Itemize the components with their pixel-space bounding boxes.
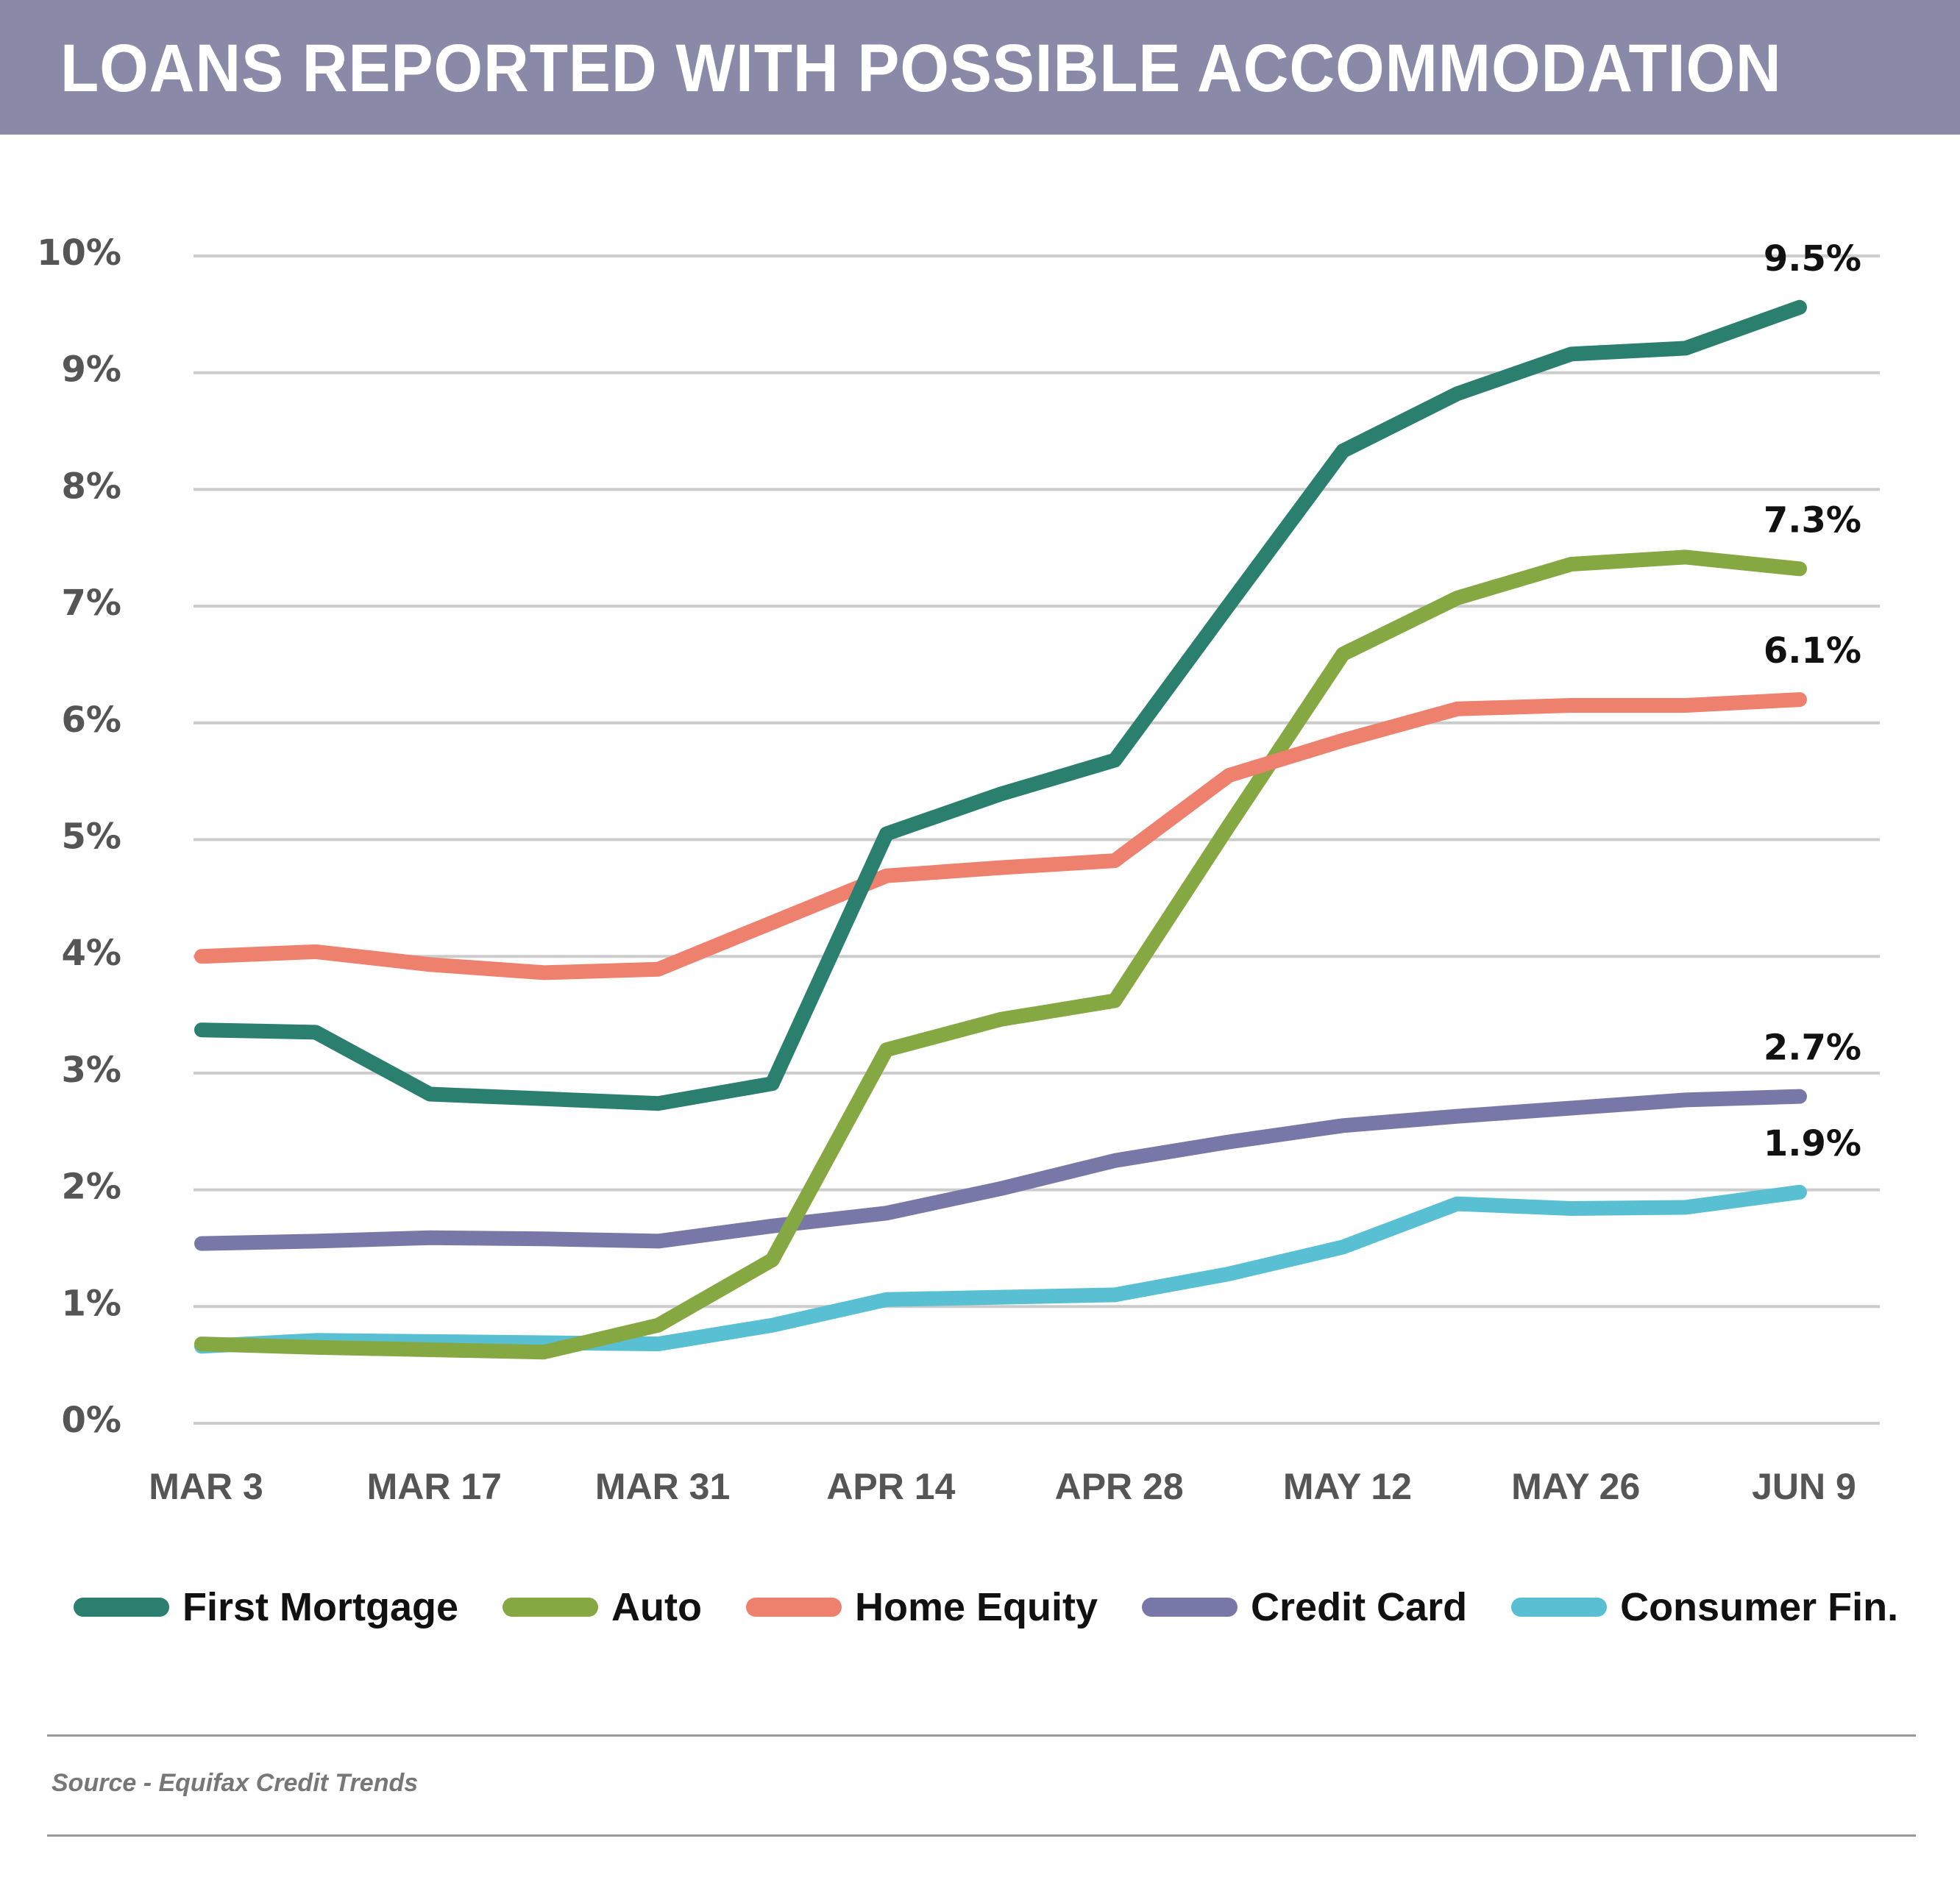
x-tick-label: APR 14 (826, 1466, 955, 1507)
legend-label: Auto (611, 1585, 702, 1629)
y-tick-label: 5% (62, 816, 122, 858)
legend-item: Home Equity (745, 1584, 1098, 1630)
series-line-consumer-fin (194, 1184, 1807, 1354)
legend-label: First Mortgage (182, 1585, 459, 1629)
divider-top (47, 1734, 1916, 1737)
legend-swatch-icon (503, 1598, 599, 1617)
y-tick-label: 2% (62, 1167, 122, 1208)
y-tick-label: 4% (62, 933, 122, 974)
legend-label: Home Equity (854, 1585, 1098, 1629)
legend-swatch-icon (745, 1598, 842, 1617)
chart-legend: First Mortgage Auto Home Equity Credit Card… (74, 1581, 1942, 1633)
end-value-label: 9.5% (1764, 238, 1861, 280)
x-tick-label: APR 28 (1055, 1466, 1184, 1507)
source-note: Source - Equifax Credit Trends (52, 1769, 419, 1797)
series-line-auto (194, 549, 1807, 1360)
y-tick-label: 7% (62, 583, 122, 624)
x-tick-label: MAR 3 (149, 1466, 263, 1507)
x-tick-label: MAY 12 (1283, 1466, 1412, 1507)
y-axis: 0% 1% 2% 3% 4% 5% 6% 7% 8% 9% 10% (37, 232, 121, 1441)
legend-item: Consumer Fin. (1511, 1584, 1898, 1630)
series-line-home-equity (194, 692, 1807, 980)
legend-item: First Mortgage (74, 1584, 458, 1630)
end-value-label: 7.3% (1764, 499, 1861, 541)
end-value-label: 2.7% (1764, 1028, 1861, 1069)
legend-item: Credit Card (1142, 1584, 1467, 1630)
legend-item: Auto (503, 1584, 702, 1630)
end-value-label: 6.1% (1764, 630, 1861, 672)
legend-label: Consumer Fin. (1620, 1585, 1899, 1629)
legend-swatch-icon (74, 1598, 169, 1617)
end-value-label: 1.9% (1764, 1123, 1861, 1164)
end-value-labels: 9.5% 7.3% 6.1% 2.7% 1.9% (1764, 238, 1861, 1164)
divider-bottom (47, 1834, 1916, 1837)
y-tick-label: 1% (62, 1283, 122, 1324)
x-tick-label: MAY 26 (1511, 1466, 1640, 1507)
y-tick-label: 6% (62, 700, 122, 741)
chart-title: LOANS REPORTED WITH POSSIBLE ACCOMMODATI… (60, 31, 1782, 106)
y-tick-label: 8% (62, 466, 122, 507)
y-tick-label: 0% (62, 1400, 122, 1441)
series-line-credit-card (194, 1089, 1807, 1251)
legend-swatch-icon (1142, 1598, 1238, 1617)
series-lines (194, 299, 1807, 1360)
legend-label: Credit Card (1251, 1585, 1468, 1629)
gridlines (193, 254, 1880, 1425)
x-tick-label: MAR 31 (595, 1466, 730, 1507)
legend-swatch-icon (1511, 1598, 1608, 1617)
series-line-first-mortgage (194, 299, 1807, 1111)
x-tick-label: JUN 9 (1752, 1466, 1856, 1507)
y-tick-label: 3% (62, 1050, 122, 1091)
x-axis: MAR 3 MAR 17 MAR 31 APR 14 APR 28 MAY 12 MAY 2… (149, 1466, 1856, 1507)
y-tick-label: 10% (37, 232, 121, 274)
x-tick-label: MAR 17 (367, 1466, 502, 1507)
y-tick-label: 9% (62, 349, 122, 391)
title-banner: LOANS REPORTED WITH POSSIBLE ACCOMMODATI… (0, 0, 1960, 135)
